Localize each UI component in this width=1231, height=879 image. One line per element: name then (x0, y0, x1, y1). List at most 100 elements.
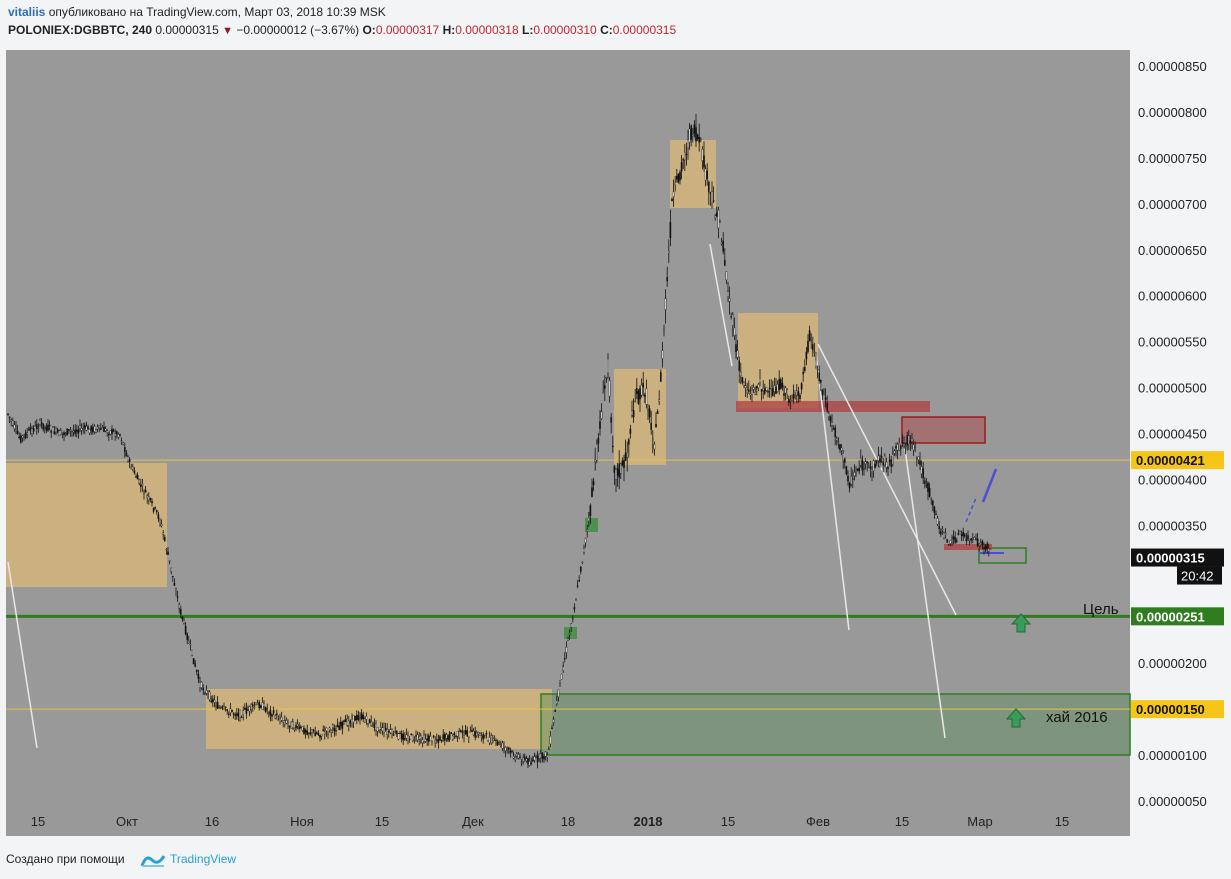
candle-body-306 (496, 741, 499, 745)
candle-body-292 (474, 731, 477, 738)
candle-body-259 (421, 739, 424, 743)
candle-body-506 (816, 368, 819, 371)
candle-body-544 (877, 455, 880, 461)
candle-body-94 (157, 514, 160, 519)
candle-body-109 (181, 616, 184, 620)
candle-body-342 (554, 710, 556, 712)
candle-body-38 (67, 429, 70, 431)
candle-body-323 (524, 756, 526, 760)
candle-body-498 (804, 366, 806, 371)
candle-body-190 (311, 729, 313, 733)
candle-body-537 (866, 461, 868, 463)
candle-body-40 (71, 430, 73, 432)
candle-body-142 (234, 714, 237, 716)
candle-body-598 (964, 534, 966, 537)
candle-body-26 (48, 424, 51, 427)
time-tick-12: 15 (1055, 814, 1069, 829)
candle-body-0 (7, 413, 9, 415)
chart-canvas[interactable]: Цель хай 2016 0.00000850 0.00000800 0.000007… (0, 44, 1231, 844)
candle-body-261 (424, 739, 427, 742)
candle-body-315 (511, 750, 513, 752)
candle-body-67 (114, 433, 116, 437)
candle-body-377 (610, 417, 612, 423)
candle-body-226 (368, 719, 371, 724)
candle-body-302 (490, 735, 493, 744)
candle-body-150 (247, 709, 249, 711)
candle-body-236 (384, 727, 387, 731)
candle-body-275 (447, 735, 449, 741)
candle-body-131 (216, 702, 219, 709)
candle-body-512 (826, 402, 828, 411)
candle-body-532 (858, 467, 860, 472)
candle-body-4 (13, 424, 16, 429)
candle-body-379 (613, 466, 616, 473)
candle-body-356 (576, 585, 579, 587)
candle-body-299 (485, 733, 488, 735)
price-label-last: 0.00000315 (1136, 551, 1205, 566)
candle-body-354 (573, 607, 576, 610)
candle-body-451 (728, 298, 731, 302)
candle-body-201 (328, 727, 331, 731)
candle-body-303 (492, 740, 494, 742)
candle-body-237 (386, 728, 389, 735)
candle-body-391 (632, 410, 635, 418)
candle-body-301 (488, 737, 491, 743)
candle-body-77 (130, 467, 133, 470)
candle-body-592 (954, 537, 956, 543)
candle-body-584 (941, 528, 944, 531)
symbol-label[interactable]: POLONIEX:DGBBTC, 240 (8, 23, 153, 37)
author-link[interactable]: vitaliis (8, 5, 46, 19)
candle-body-406 (656, 410, 659, 414)
candle-body-136 (224, 706, 227, 708)
candle-body-604 (973, 537, 976, 540)
high-value: 0.00000318 (455, 23, 519, 37)
candle-body-2 (10, 419, 13, 422)
candle-body-425 (687, 139, 689, 149)
candle-body-290 (471, 730, 473, 732)
up-arrow-2016-icon (1005, 708, 1027, 728)
candle-body-233 (380, 727, 382, 730)
candle-body-76 (128, 459, 131, 462)
candle-body-526 (848, 483, 851, 489)
candle-body-180 (295, 725, 297, 729)
candle-body-421 (680, 162, 683, 172)
candle-body-394 (637, 391, 640, 404)
candle-body-374 (605, 376, 608, 379)
candle-body-358 (580, 566, 582, 572)
candle-body-312 (506, 748, 509, 750)
candle-body-412 (666, 277, 668, 282)
candle-body-360 (583, 548, 585, 553)
candle-body-117 (194, 663, 197, 667)
candle-body-597 (962, 531, 964, 537)
candle-body-390 (631, 410, 633, 416)
price-label-green-bg (1131, 607, 1224, 626)
candle-body-171 (280, 717, 283, 721)
candle-body-284 (461, 731, 464, 733)
candle-body-343 (556, 700, 558, 704)
candle-body-273 (444, 733, 446, 741)
candle-body-371 (600, 411, 603, 419)
candle-body-211 (344, 719, 347, 723)
candle-body-287 (466, 730, 469, 737)
candle-body-189 (309, 732, 312, 735)
candle-body-209 (341, 722, 344, 729)
candle-body-311 (504, 747, 507, 752)
candle-body-443 (716, 212, 718, 217)
candle-body-10 (23, 434, 25, 436)
candle-body-561 (904, 445, 907, 448)
publish-line: vitaliis опубликовано на TradingView.com… (8, 5, 386, 19)
candle-body-310 (503, 746, 505, 748)
candle-body-48 (83, 425, 86, 429)
candle-body-524 (845, 466, 848, 475)
price-chart[interactable]: Цель хай 2016 0.00000850 0.00000800 0.000007… (0, 44, 1231, 844)
candle-body-307 (498, 740, 501, 743)
candle-body-581 (936, 518, 939, 525)
candle-body-194 (317, 733, 320, 736)
candle-body-460 (743, 382, 745, 386)
candle-body-79 (133, 470, 136, 474)
annotation-target: Цель (1083, 601, 1119, 618)
candle-body-114 (189, 643, 192, 646)
candle-body-442 (714, 215, 716, 219)
tradingview-link[interactable]: TradingView (170, 852, 237, 866)
tradingview-logo-icon[interactable] (140, 850, 166, 870)
